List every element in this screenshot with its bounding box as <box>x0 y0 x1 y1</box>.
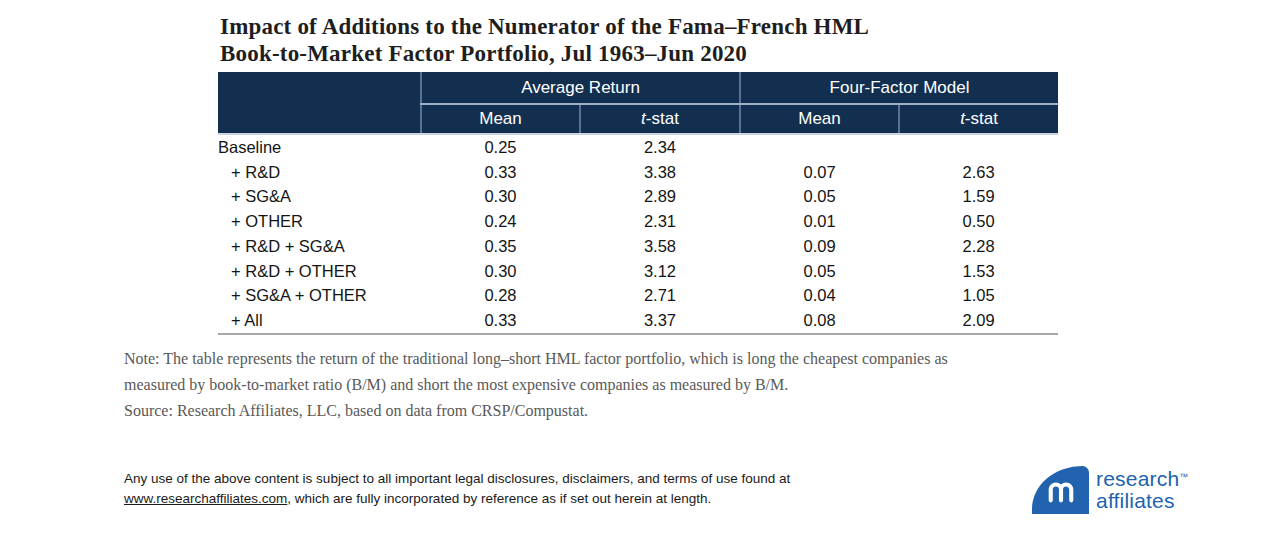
corner-cell <box>218 72 421 134</box>
value-cell: 2.31 <box>580 209 740 234</box>
value-cell: 0.08 <box>740 308 899 334</box>
value-cell: 3.37 <box>580 308 740 334</box>
group-header-four-factor-model: Four-Factor Model <box>740 72 1058 104</box>
exhibit-title-line2: Book-to-Market Factor Portfolio, Jul 196… <box>220 41 747 66</box>
value-cell: 0.30 <box>421 259 580 284</box>
row-label: Baseline <box>218 134 421 160</box>
value-cell: 0.05 <box>740 185 899 210</box>
value-cell: 0.50 <box>899 209 1058 234</box>
research-affiliates-logo: research™ affiliates <box>1032 466 1189 514</box>
value-cell: 2.28 <box>899 234 1058 259</box>
row-label: + SG&A + OTHER <box>218 284 421 309</box>
table-row: + R&D + SG&A0.353.580.092.28 <box>218 234 1058 259</box>
value-cell: 0.28 <box>421 284 580 309</box>
col-header-mean-2: Mean <box>740 104 899 134</box>
group-header-average-return: Average Return <box>421 72 740 104</box>
row-label: + SG&A <box>218 185 421 210</box>
source-line: Source: Research Affiliates, LLC, based … <box>124 402 588 419</box>
logo-word-research: research™ <box>1096 468 1189 490</box>
value-cell: 2.34 <box>580 134 740 160</box>
table-row: + SG&A0.302.890.051.59 <box>218 185 1058 210</box>
col-header-mean-1: Mean <box>421 104 580 134</box>
value-cell: 3.38 <box>580 160 740 185</box>
disclaimer-line1: Any use of the above content is subject … <box>124 471 790 486</box>
logo-word-affiliates: affiliates <box>1096 490 1189 512</box>
col-header-tstat-1: t-stat <box>580 104 740 134</box>
table-header: Average Return Four-Factor Model Mean t-… <box>218 72 1058 134</box>
value-cell: 0.05 <box>740 259 899 284</box>
row-label: + R&D + OTHER <box>218 259 421 284</box>
value-cell: 0.33 <box>421 308 580 334</box>
table-body: Baseline0.252.34+ R&D0.333.380.072.63+ S… <box>218 134 1058 334</box>
table-row: + R&D + OTHER0.303.120.051.53 <box>218 259 1058 284</box>
research-affiliates-link[interactable]: www.researchaffiliates.com <box>124 491 287 506</box>
value-cell: 0.35 <box>421 234 580 259</box>
value-cell: 0.24 <box>421 209 580 234</box>
value-cell: 2.09 <box>899 308 1058 334</box>
row-label: + OTHER <box>218 209 421 234</box>
value-cell: 2.63 <box>899 160 1058 185</box>
value-cell: 0.30 <box>421 185 580 210</box>
logo-wordmark: research™ affiliates <box>1096 466 1189 514</box>
exhibit-title-line1: Impact of Additions to the Numerator of … <box>220 14 869 39</box>
ra-monogram-icon <box>1032 466 1089 514</box>
value-cell: 0.25 <box>421 134 580 160</box>
row-label: + All <box>218 308 421 334</box>
table-row: + SG&A + OTHER0.282.710.041.05 <box>218 284 1058 309</box>
note-line2: measured by book-to-market ratio (B/M) a… <box>124 376 788 393</box>
value-cell: 3.58 <box>580 234 740 259</box>
table-row: Baseline0.252.34 <box>218 134 1058 160</box>
table-row: + R&D0.333.380.072.63 <box>218 160 1058 185</box>
value-cell: 0.09 <box>740 234 899 259</box>
value-cell <box>740 134 899 160</box>
row-label: + R&D <box>218 160 421 185</box>
table-note: Note: The table represents the return of… <box>124 346 948 424</box>
value-cell: 0.04 <box>740 284 899 309</box>
value-cell: 0.33 <box>421 160 580 185</box>
value-cell: 1.59 <box>899 185 1058 210</box>
value-cell: 2.89 <box>580 185 740 210</box>
value-cell: 1.53 <box>899 259 1058 284</box>
value-cell: 0.01 <box>740 209 899 234</box>
legal-disclaimer: Any use of the above content is subject … <box>124 469 790 509</box>
table-row: + All0.333.370.082.09 <box>218 308 1058 334</box>
group-header-row: Average Return Four-Factor Model <box>218 72 1058 104</box>
disclaimer-line2: , which are fully incorporated by refere… <box>287 491 711 506</box>
table-row: + OTHER0.242.310.010.50 <box>218 209 1058 234</box>
note-line1: Note: The table represents the return of… <box>124 350 948 367</box>
value-cell: 3.12 <box>580 259 740 284</box>
row-label: + R&D + SG&A <box>218 234 421 259</box>
value-cell: 1.05 <box>899 284 1058 309</box>
trademark-symbol: ™ <box>1179 472 1188 482</box>
value-cell <box>899 134 1058 160</box>
col-header-tstat-2: t-stat <box>899 104 1058 134</box>
value-cell: 0.07 <box>740 160 899 185</box>
results-table: Average Return Four-Factor Model Mean t-… <box>218 72 1058 335</box>
page: Impact of Additions to the Numerator of … <box>0 0 1280 534</box>
exhibit-title: Impact of Additions to the Numerator of … <box>220 13 869 67</box>
value-cell: 2.71 <box>580 284 740 309</box>
